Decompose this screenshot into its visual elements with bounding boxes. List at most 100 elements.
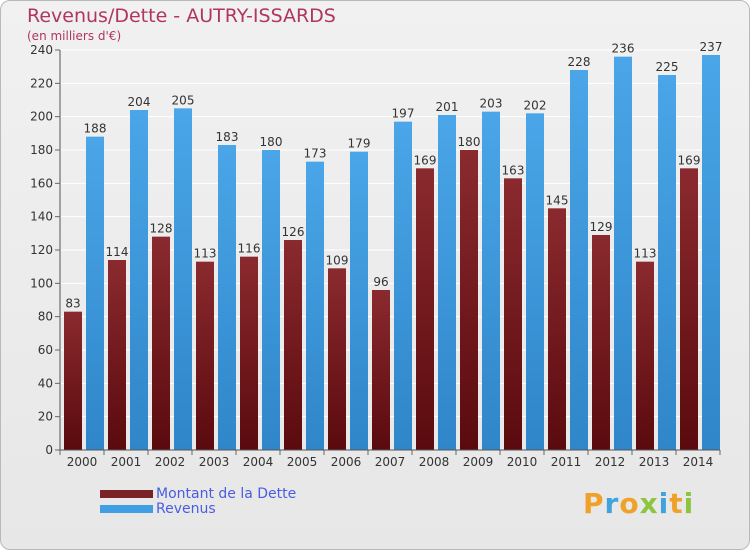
logo-letter: i bbox=[683, 487, 695, 520]
bar-revenus bbox=[350, 151, 368, 450]
value-label-dette: 109 bbox=[326, 253, 349, 267]
value-labels: 83 188 114 204 128 205 113 183 116 180 126 173 109 17… bbox=[65, 40, 722, 311]
x-tick-label: 2000 bbox=[67, 455, 98, 469]
x-tick-label: 2011 bbox=[551, 455, 582, 469]
value-label-revenus: 225 bbox=[656, 60, 679, 74]
bar-dette bbox=[196, 261, 214, 450]
bar-dette bbox=[548, 208, 566, 450]
bar-dette bbox=[108, 260, 126, 450]
y-tick-label: 220 bbox=[30, 76, 53, 90]
y-tick-label: 100 bbox=[30, 276, 53, 290]
value-label-revenus: 204 bbox=[128, 95, 151, 109]
x-tick-label: 2005 bbox=[287, 455, 318, 469]
value-label-dette: 129 bbox=[590, 220, 613, 234]
bar-revenus bbox=[130, 110, 148, 450]
value-label-revenus: 201 bbox=[436, 100, 459, 114]
chart-subtitle: (en milliers d'€) bbox=[27, 29, 122, 43]
bar-revenus bbox=[482, 111, 500, 451]
y-tick-label: 40 bbox=[38, 376, 53, 390]
y-tick-label: 60 bbox=[38, 343, 53, 357]
y-tick-label: 180 bbox=[30, 143, 53, 157]
value-label-dette: 96 bbox=[373, 275, 388, 289]
bar-dette bbox=[680, 168, 698, 451]
value-label-revenus: 197 bbox=[392, 107, 415, 121]
bars bbox=[64, 55, 720, 451]
value-label-revenus: 228 bbox=[568, 55, 591, 69]
y-tick-label: 0 bbox=[45, 443, 53, 457]
value-label-revenus: 202 bbox=[524, 98, 547, 112]
bar-revenus bbox=[614, 56, 632, 451]
y-tick-label: 20 bbox=[38, 410, 53, 424]
bar-revenus bbox=[658, 75, 676, 450]
logo-letter: r bbox=[604, 487, 620, 520]
bar-revenus bbox=[702, 55, 720, 450]
x-tick-label: 2002 bbox=[155, 455, 186, 469]
value-label-dette: 116 bbox=[238, 242, 261, 256]
x-tick-label: 2008 bbox=[419, 455, 450, 469]
legend-swatch-revenus bbox=[100, 505, 153, 513]
y-tick-label: 80 bbox=[38, 310, 53, 324]
x-tick-label: 2003 bbox=[199, 455, 230, 469]
legend-swatch-dette bbox=[100, 490, 153, 498]
bar-dette bbox=[152, 236, 170, 450]
x-tick-label: 2007 bbox=[375, 455, 406, 469]
bar-dette bbox=[416, 168, 434, 451]
y-axis-ticks: 0 20 40 60 80 100 120 140 160 180 200 220 240 bbox=[30, 43, 60, 457]
bar-revenus bbox=[174, 108, 192, 450]
value-label-revenus: 188 bbox=[84, 122, 107, 136]
value-label-dette: 113 bbox=[634, 247, 657, 261]
bar-revenus bbox=[570, 70, 588, 450]
bar-dette bbox=[328, 268, 346, 450]
value-label-revenus: 180 bbox=[260, 135, 283, 149]
x-tick-label: 2006 bbox=[331, 455, 362, 469]
value-label-dette: 126 bbox=[282, 225, 305, 239]
proxiti-logo: Proxiti bbox=[583, 487, 694, 520]
bar-revenus bbox=[86, 136, 104, 450]
value-label-dette: 83 bbox=[65, 297, 80, 311]
value-label-revenus: 205 bbox=[172, 93, 195, 107]
bar-dette bbox=[284, 240, 302, 450]
value-label-revenus: 183 bbox=[216, 130, 239, 144]
value-label-dette: 169 bbox=[678, 153, 701, 167]
y-tick-label: 200 bbox=[30, 110, 53, 124]
bar-dette bbox=[64, 311, 82, 450]
bar-dette bbox=[372, 290, 390, 450]
y-tick-label: 160 bbox=[30, 176, 53, 190]
x-tick-label: 2004 bbox=[243, 455, 274, 469]
logo-letter: P bbox=[583, 487, 605, 520]
value-label-revenus: 203 bbox=[480, 97, 503, 111]
bar-revenus bbox=[306, 161, 324, 450]
value-label-revenus: 179 bbox=[348, 137, 371, 151]
x-tick-label: 2013 bbox=[639, 455, 670, 469]
y-tick-label: 240 bbox=[30, 43, 53, 57]
bar-revenus bbox=[218, 145, 236, 450]
x-tick-label: 2014 bbox=[683, 455, 714, 469]
bar-dette bbox=[636, 261, 654, 450]
legend-label-dette: Montant de la Dette bbox=[156, 486, 297, 502]
x-tick-label: 2012 bbox=[595, 455, 626, 469]
bar-revenus bbox=[526, 113, 544, 450]
value-label-dette: 163 bbox=[502, 163, 525, 177]
value-label-dette: 113 bbox=[194, 247, 217, 261]
bar-dette bbox=[460, 150, 478, 450]
x-tick-label: 2009 bbox=[463, 455, 494, 469]
logo-letter: x bbox=[639, 487, 659, 520]
value-label-dette: 180 bbox=[458, 135, 481, 149]
bar-dette bbox=[504, 178, 522, 451]
value-label-revenus: 236 bbox=[612, 42, 635, 56]
x-tick-label: 2001 bbox=[111, 455, 142, 469]
x-axis-ticks: 2000 2001 2002 2003 2004 2005 2006 2007 2008 2009… bbox=[59, 450, 721, 469]
logo-letter: i bbox=[658, 487, 670, 520]
chart-title: Revenus/Dette - AUTRY-ISSARDS bbox=[27, 5, 336, 27]
value-label-dette: 128 bbox=[150, 222, 173, 236]
logo-letter: o bbox=[619, 487, 640, 520]
value-label-dette: 145 bbox=[546, 193, 569, 207]
value-label-dette: 114 bbox=[106, 245, 129, 259]
value-label-dette: 169 bbox=[414, 153, 437, 167]
x-tick-label: 2010 bbox=[507, 455, 538, 469]
logo-letter: t bbox=[669, 487, 684, 520]
y-tick-label: 140 bbox=[30, 210, 53, 224]
legend-label-revenus: Revenus bbox=[156, 501, 216, 517]
value-label-revenus: 173 bbox=[304, 147, 327, 161]
